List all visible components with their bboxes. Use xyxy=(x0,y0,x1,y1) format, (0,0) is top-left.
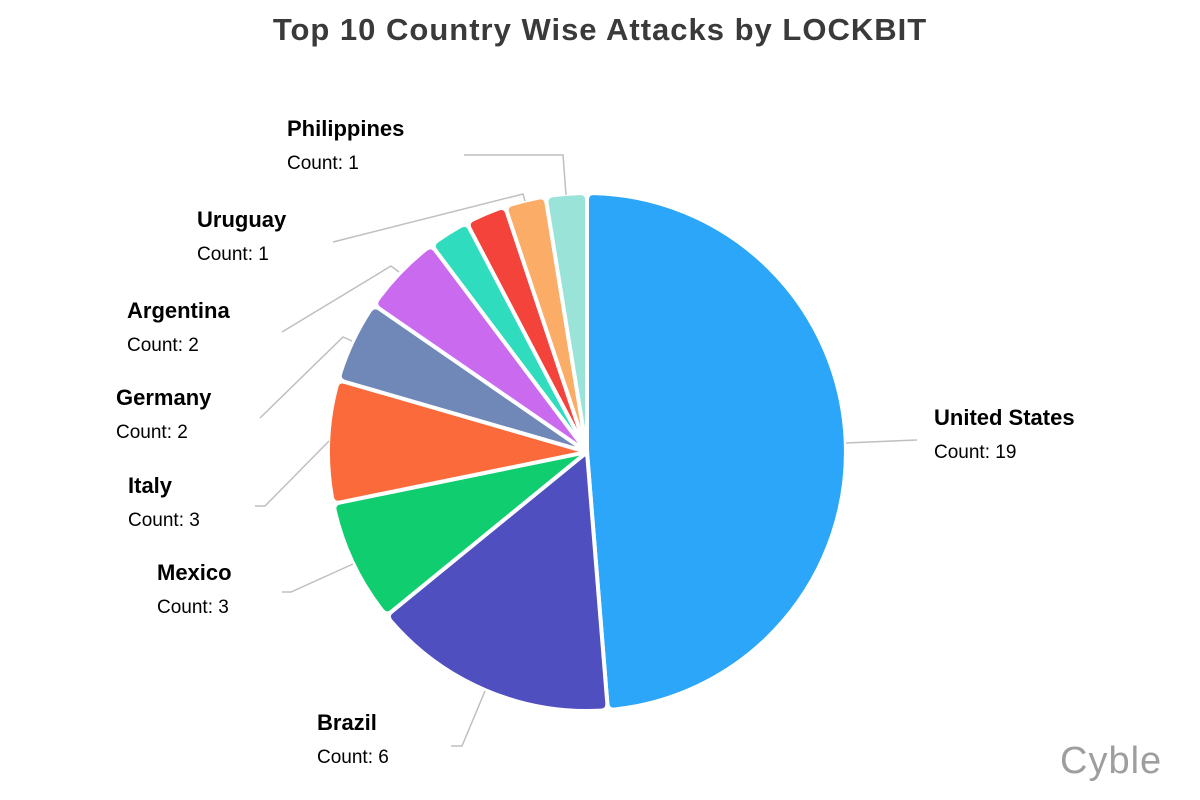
slice-label-name: Argentina xyxy=(127,298,230,323)
slice-label-count: Count: 2 xyxy=(116,422,188,443)
slice-label-count: Count: 3 xyxy=(157,597,229,618)
pie-slice-united-states[interactable] xyxy=(585,191,848,712)
slice-label-name: Mexico xyxy=(157,560,232,585)
leader-line-philippines xyxy=(464,154,567,196)
slice-label-name: Brazil xyxy=(317,710,377,735)
slice-label-name: Uruguay xyxy=(197,207,287,232)
pie-slices xyxy=(326,191,848,713)
slice-label-united-states: United States Count: 19 xyxy=(934,405,1075,464)
leader-line-germany xyxy=(259,336,353,419)
slice-label-count: Count: 6 xyxy=(317,747,389,768)
slice-label-count: Count: 1 xyxy=(197,244,269,265)
slice-label-italy: Italy Count: 3 xyxy=(128,473,200,532)
slice-label-name: Italy xyxy=(128,473,173,498)
slice-label-mexico: Mexico Count: 3 xyxy=(157,560,232,619)
slice-label-name: United States xyxy=(934,405,1075,430)
chart-title: Top 10 Country Wise Attacks by LOCKBIT xyxy=(272,12,928,47)
slice-label-uruguay: Uruguay Count: 1 xyxy=(197,207,286,266)
pie-slice-philippines[interactable] xyxy=(544,191,589,452)
slice-label-name: Germany xyxy=(116,385,212,410)
slice-label-argentina: Argentina Count: 2 xyxy=(127,298,230,357)
slice-label-count: Count: 19 xyxy=(934,442,1017,463)
leader-line-italy xyxy=(255,440,330,507)
slice-label-philippines: Philippines Count: 1 xyxy=(287,116,404,175)
slice-label-name: Philippines xyxy=(287,116,405,141)
slice-label-count: Count: 1 xyxy=(287,153,359,174)
cyble-watermark: Cyble xyxy=(1060,740,1163,782)
leader-lines xyxy=(255,154,918,747)
leader-line-united-states xyxy=(845,439,918,444)
slice-label-count: Count: 2 xyxy=(127,335,199,356)
leader-line-uruguay xyxy=(332,193,526,243)
leader-line-mexico xyxy=(282,563,354,593)
leader-line-argentina xyxy=(281,265,400,333)
slice-label-germany: Germany Count: 2 xyxy=(116,385,211,444)
leader-line-brazil xyxy=(451,690,486,747)
slice-label-count: Count: 3 xyxy=(128,510,200,531)
slice-label-brazil: Brazil Count: 6 xyxy=(317,710,389,769)
